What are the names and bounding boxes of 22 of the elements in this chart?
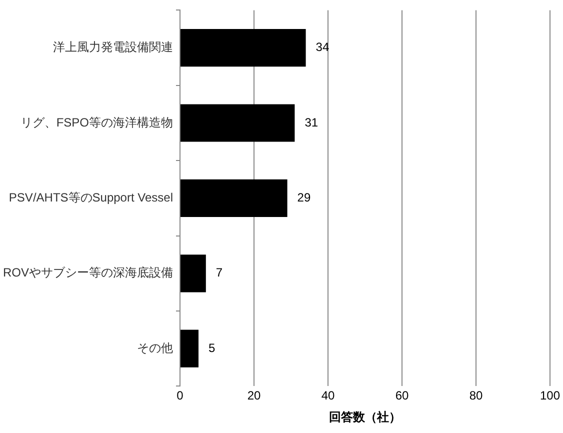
bar	[180, 104, 295, 142]
data-label: 29	[297, 190, 311, 205]
x-tick-label: 100	[540, 388, 560, 403]
data-label: 5	[208, 340, 216, 355]
data-label: 31	[304, 115, 318, 130]
x-tick-label: 20	[247, 388, 261, 403]
bar	[180, 179, 288, 217]
y-tick-label: リグ、FSPO等の海洋構造物	[20, 115, 174, 130]
y-tick-label: PSV/AHTS等のSupport Vessel	[8, 190, 174, 205]
x-tick-label: 40	[321, 388, 335, 403]
x-axis-title: 回答数（社）	[328, 410, 401, 424]
x-tick-label: 60	[395, 388, 409, 403]
data-label: 34	[316, 40, 330, 54]
y-tick-label: 洋上風力発電設備関連	[53, 40, 174, 54]
x-tick-label: 80	[469, 388, 483, 403]
y-tick-label: ROVやサブシー等の深海底設備	[2, 266, 174, 280]
bar	[180, 330, 199, 368]
data-label: 7	[216, 266, 223, 280]
bar	[180, 254, 206, 292]
y-tick-label: その他	[137, 340, 174, 355]
bar	[180, 29, 306, 67]
x-tick-label: 0	[176, 388, 184, 403]
